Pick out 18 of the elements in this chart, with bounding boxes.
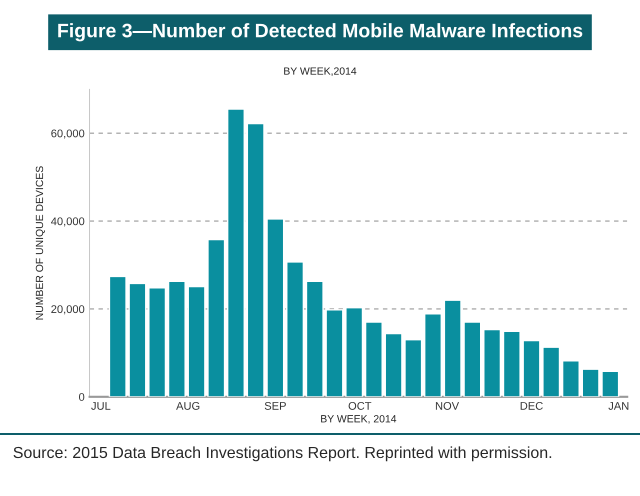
bar — [601, 370, 620, 397]
y-tick-label: 40,000 — [51, 217, 84, 227]
bar — [108, 276, 127, 397]
y-tick-label: 20,000 — [51, 305, 84, 314]
x-tick-label: JAN — [608, 402, 628, 410]
x-tick-label: NOV — [436, 402, 460, 410]
y-tick-label: 0 — [78, 393, 84, 401]
y-tick-label: 60,000 — [51, 129, 84, 139]
source-note: Source: 2015 Data Breach Investigations Report. Reprinted with permission. — [14, 446, 552, 462]
x-axis-title: BY WEEK, 2014 — [321, 415, 396, 424]
x-tick-label: AUG — [176, 402, 200, 410]
x-tick-label: DEC — [520, 402, 543, 410]
y-axis-title: NUMBER OF UNIQUE DEVICES — [36, 166, 46, 320]
x-tick-label: JUL — [91, 402, 110, 410]
x-tick-label: OCT — [348, 402, 372, 410]
x-tick-label: SEP — [264, 402, 286, 410]
chart-title: Figure 3—Number of Detected Mobile Malware Infections — [58, 23, 582, 42]
chart-subtitle: BY WEEK,2014 — [284, 67, 356, 76]
